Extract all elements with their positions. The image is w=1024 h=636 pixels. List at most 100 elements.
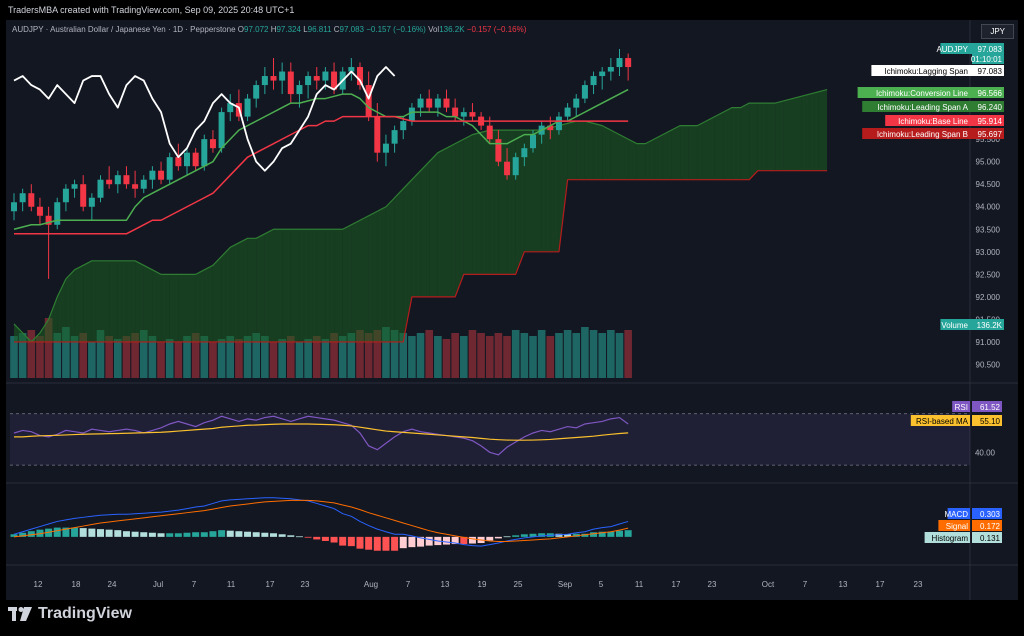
ichimoku-cloud-segment <box>14 323 23 342</box>
volume-bar <box>200 336 209 378</box>
candle-body <box>530 134 536 149</box>
candle-body <box>547 125 554 131</box>
price-tick-label: 94.500 <box>976 180 1001 189</box>
volume-bar <box>53 333 62 378</box>
volume-bar <box>589 330 598 378</box>
macd-histogram-bar <box>520 534 528 537</box>
ichimoku-cloud-segment <box>541 127 551 252</box>
candle-body <box>357 67 363 86</box>
ichimoku-cloud-segment <box>619 134 629 180</box>
volume-bar <box>321 339 330 378</box>
candle-body <box>495 139 502 162</box>
macd-histogram-bar <box>339 536 347 546</box>
symbol-title[interactable]: AUDJPY · Australian Dollar / Japanese Ye… <box>12 25 236 34</box>
currency-button[interactable]: JPY <box>981 24 1014 39</box>
series-label-chip <box>885 115 972 126</box>
volume-bar <box>503 336 511 378</box>
conversion-line <box>13 88 629 231</box>
macd-histogram-bar <box>183 532 191 537</box>
time-tick-label: 7 <box>192 580 197 589</box>
series-value-chip <box>972 128 1004 139</box>
volume-bar <box>607 330 615 378</box>
volume-bar <box>468 330 477 378</box>
macd-histogram-bar <box>200 532 208 537</box>
time-tick-label: 23 <box>914 580 923 589</box>
candle-body <box>253 85 260 99</box>
time-tick-label: 18 <box>72 580 81 589</box>
volume-bar <box>399 333 408 378</box>
ichimoku-cloud-segment <box>749 103 758 180</box>
macd-histogram-bar <box>10 534 18 537</box>
volume-bar <box>546 336 555 378</box>
ichimoku-cloud-segment <box>178 274 187 342</box>
volume-bar <box>460 336 468 378</box>
volume-bar <box>572 333 581 378</box>
volume-bar <box>537 330 546 378</box>
ichimoku-cloud-segment <box>558 123 568 252</box>
candle-body <box>469 112 476 117</box>
rsi-label-text: RSI-based MA <box>916 417 969 426</box>
volume-bar <box>382 327 390 378</box>
rsi-label-chip <box>910 415 970 426</box>
macd-histogram-bar <box>391 536 399 551</box>
volume-bar <box>520 333 529 378</box>
series-label-text: Ichimoku:Conversion Line <box>876 89 969 98</box>
price-tick-label: 93.500 <box>976 225 1001 234</box>
macd-histogram-bar <box>373 536 381 551</box>
time-tick-label: 23 <box>708 580 717 589</box>
volume-bar <box>425 330 433 378</box>
volume-bar <box>261 336 269 378</box>
series-label-chip <box>940 43 972 54</box>
candle-body <box>426 98 433 108</box>
ichimoku-cloud-segment <box>230 242 239 342</box>
volume-bar <box>615 333 624 378</box>
ichimoku-cloud-segment <box>316 229 326 342</box>
volume-value: 136.2K <box>439 25 465 34</box>
series-label-chip <box>857 87 972 98</box>
ichimoku-cloud-segment <box>238 238 248 342</box>
ichimoku-cloud-segment <box>360 215 369 342</box>
candle-body <box>184 152 190 167</box>
volume-bar <box>434 336 442 378</box>
volume-bar <box>373 330 382 378</box>
ichimoku-cloud-segment <box>437 148 447 297</box>
series-value-chip <box>972 87 1004 98</box>
candle-body <box>106 179 113 185</box>
macd-histogram-bar <box>529 533 537 537</box>
volume-bar <box>191 333 200 378</box>
price-tick-label: 94.000 <box>976 203 1001 212</box>
macd-histogram-bar <box>140 532 148 537</box>
volume-bar <box>27 330 36 378</box>
volume-bar <box>79 333 87 378</box>
volume-bar <box>442 339 451 378</box>
ichimoku-cloud-segment <box>740 103 750 180</box>
time-tick-label: 11 <box>635 580 644 589</box>
symbol-legend: AUDJPY · Australian Dollar / Japanese Ye… <box>12 25 526 34</box>
candle-body <box>45 215 52 225</box>
candle-body <box>28 193 35 207</box>
volume-bar <box>338 336 347 378</box>
ichimoku-cloud-segment <box>57 278 66 342</box>
ichimoku-cloud-segment <box>273 229 283 342</box>
volume-bar <box>451 333 459 378</box>
ichimoku-cloud-segment <box>83 260 92 342</box>
candle-body <box>400 121 407 131</box>
candle-body <box>36 206 43 216</box>
macd-histogram-bar <box>313 536 321 540</box>
macd-histogram-bar <box>321 536 329 541</box>
macd-histogram-bar <box>62 527 70 537</box>
open-value: 97.072 <box>244 25 269 34</box>
candle-body <box>599 71 606 77</box>
low-value: 96.811 <box>307 25 332 34</box>
ichimoku-cloud-segment <box>757 103 767 171</box>
candle-body <box>132 184 139 189</box>
ichimoku-cloud-segment <box>662 130 672 180</box>
macd-histogram-bar <box>503 536 511 538</box>
ichimoku-cloud-segment <box>550 125 559 252</box>
leading-span-b-line <box>14 170 828 343</box>
candle-body <box>573 98 580 108</box>
volume-bar <box>44 318 53 378</box>
volume-bar <box>598 333 606 378</box>
candle-body <box>114 175 121 185</box>
